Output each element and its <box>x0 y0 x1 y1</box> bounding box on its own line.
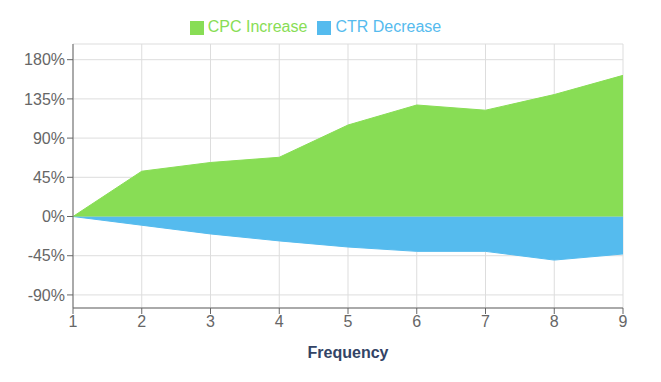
svg-text:9: 9 <box>619 313 628 330</box>
svg-text:1: 1 <box>69 313 78 330</box>
svg-text:90%: 90% <box>33 130 65 147</box>
svg-text:8: 8 <box>550 313 559 330</box>
html-text:CTR Decrease: CTR Decrease <box>335 18 442 35</box>
svg-text:2: 2 <box>137 313 146 330</box>
svg-text:7: 7 <box>481 313 490 330</box>
svg-text:135%: 135% <box>24 91 65 108</box>
svg-text:6: 6 <box>412 313 421 330</box>
svg-text:0%: 0% <box>42 208 65 225</box>
svg-text:180%: 180% <box>24 51 65 68</box>
svg-text:3: 3 <box>206 313 215 330</box>
svg-text:-45%: -45% <box>28 247 65 264</box>
svg-text:45%: 45% <box>33 169 65 186</box>
svg-text:-90%: -90% <box>28 287 65 304</box>
svg-text:5: 5 <box>344 313 353 330</box>
svg-text:4: 4 <box>275 313 284 330</box>
html-text:CPC Increase: CPC Increase <box>207 18 308 35</box>
svg-text:Frequency: Frequency <box>308 344 389 361</box>
